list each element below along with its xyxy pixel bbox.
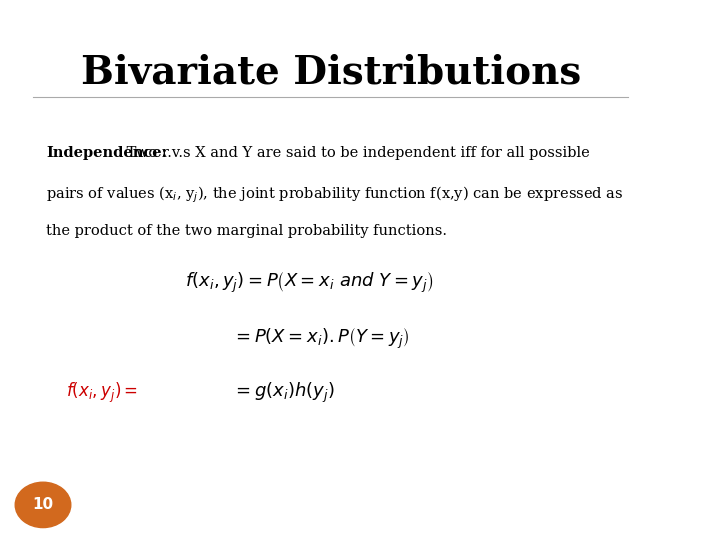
Circle shape — [15, 482, 71, 528]
Text: $f\left(x_i,y_j\right)=P\left(X=x_i\ \mathit{and}\ Y=y_j\right)$: $f\left(x_i,y_j\right)=P\left(X=x_i\ \ma… — [185, 270, 434, 295]
Text: $f(x_i,y_j)=$: $f(x_i,y_j)=$ — [66, 381, 138, 405]
Text: Bivariate Distributions: Bivariate Distributions — [81, 54, 581, 92]
Text: the product of the two marginal probability functions.: the product of the two marginal probabil… — [46, 224, 447, 238]
Text: $=P\left(X=x_i\right).P\left(Y=y_j\right)$: $=P\left(X=x_i\right).P\left(Y=y_j\right… — [232, 327, 409, 351]
Text: Independence:: Independence: — [46, 146, 168, 160]
Text: 10: 10 — [32, 497, 53, 512]
Text: $=g\left(x_i\right)h\left(y_j\right)$: $=g\left(x_i\right)h\left(y_j\right)$ — [232, 381, 334, 405]
Text: pairs of values (x$_i$, y$_j$), the joint probability function f(x,y) can be exp: pairs of values (x$_i$, y$_j$), the join… — [46, 185, 624, 205]
Text: Two r.v.s X and Y are said to be independent iff for all possible: Two r.v.s X and Y are said to be indepen… — [122, 146, 590, 160]
